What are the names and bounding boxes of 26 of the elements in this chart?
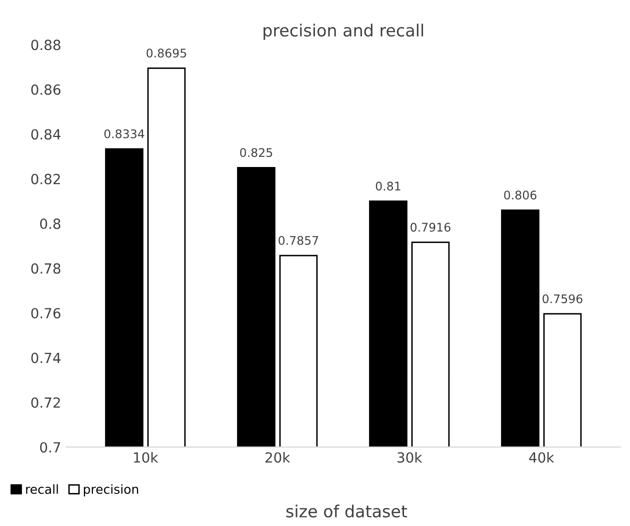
- x-axis-title: size of dataset: [286, 504, 408, 518]
- legend-label: recall: [26, 484, 58, 494]
- y-tick-label: 0.78: [31, 263, 60, 274]
- data-label: 0.806: [504, 190, 536, 200]
- y-tick-label: 0.82: [31, 174, 60, 184]
- y-tick-label: 0.86: [31, 84, 60, 95]
- x-tick-label: 20k: [266, 452, 290, 463]
- y-tick-label: 0.72: [31, 397, 60, 408]
- y-tick-label: 0.88: [31, 40, 60, 50]
- x-tick-label: 40k: [529, 452, 554, 463]
- y-tick-label: 0.8: [40, 218, 60, 230]
- x-tick-label: 30k: [398, 452, 422, 463]
- data-label: 0.81: [376, 182, 400, 191]
- y-tick-label: 0.74: [31, 352, 61, 364]
- y-tick-label: 0.7: [40, 442, 60, 453]
- data-label: 0.7916: [410, 222, 450, 232]
- data-label: 0.8334: [104, 129, 144, 138]
- y-tick-label: 0.76: [31, 308, 60, 318]
- data-label: 0.8695: [146, 48, 186, 58]
- legend-label: precision: [84, 484, 138, 496]
- data-label: 0.7596: [542, 294, 582, 304]
- data-label: 0.7857: [278, 236, 318, 245]
- x-tick-label: 10k: [134, 452, 158, 463]
- data-label: 0.825: [240, 148, 272, 158]
- chart-title: precision and recall: [264, 24, 424, 40]
- y-tick-label: 0.84: [31, 129, 61, 140]
